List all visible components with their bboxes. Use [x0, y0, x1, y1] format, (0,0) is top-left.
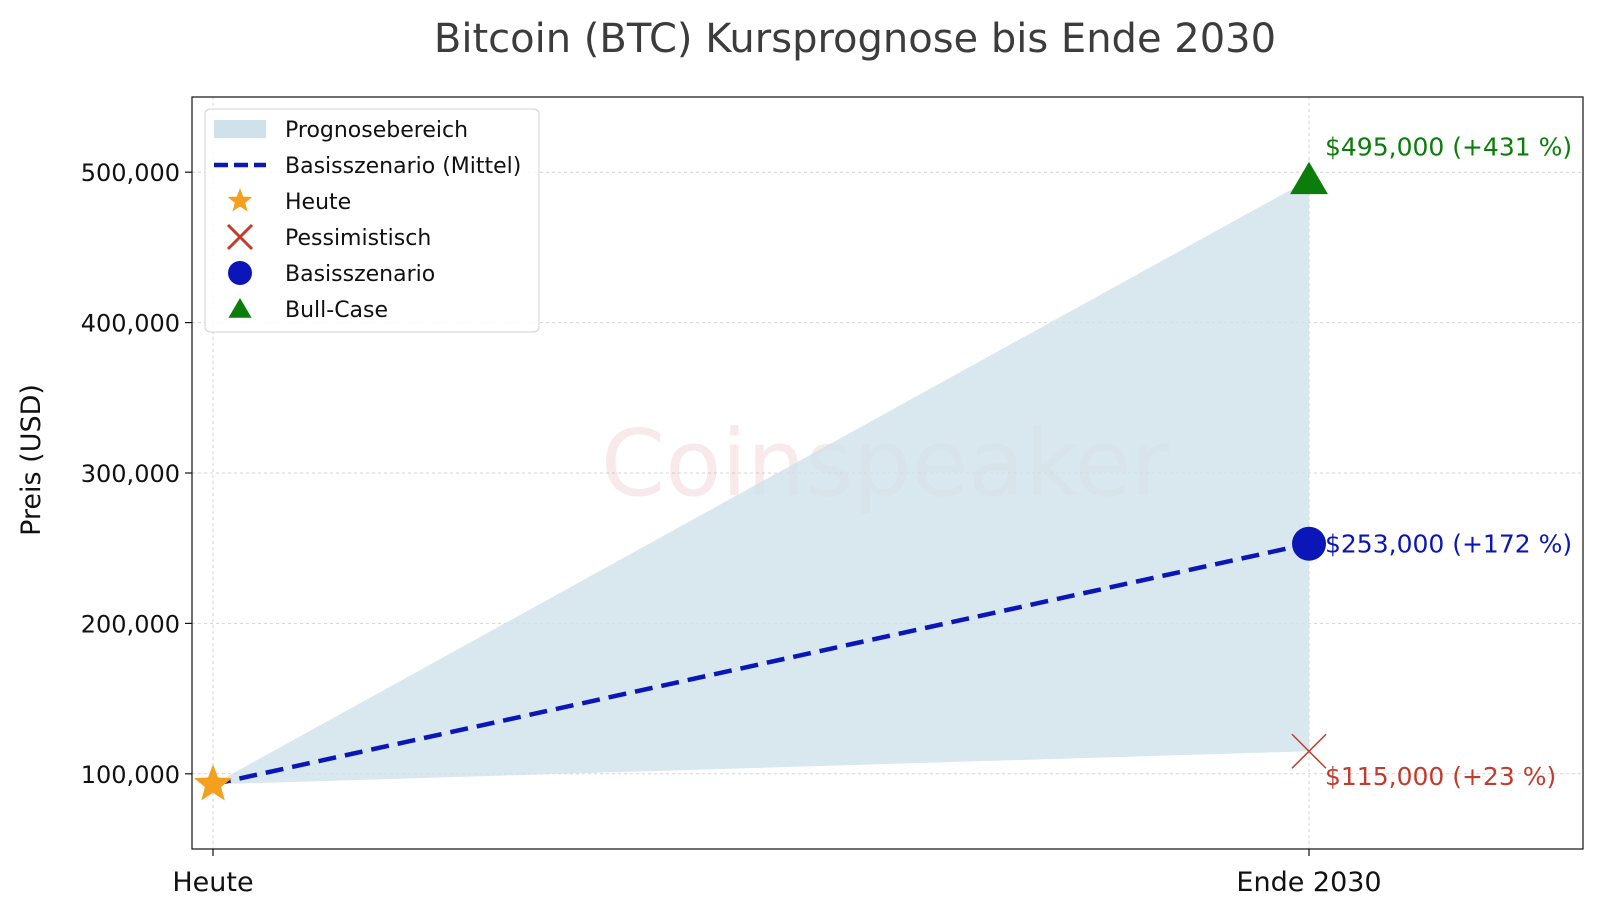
- legend-label: Prognosebereich: [285, 118, 468, 143]
- point-basisszenario-circle: [1292, 526, 1326, 561]
- legend-label: Basisszenario: [285, 262, 435, 287]
- legend-marker-x: [226, 223, 254, 251]
- legend-label: Heute: [285, 190, 351, 215]
- x-tick-label: Heute: [172, 867, 253, 898]
- legend-marker-area: [214, 120, 266, 138]
- legend-marker-circle: [228, 261, 252, 285]
- legend-marker-star: [227, 188, 253, 212]
- x-tick-label: Ende 2030: [1236, 867, 1381, 898]
- data-label-pessimistisch: $115,000 (+23 %): [1325, 762, 1556, 791]
- legend-marker-triangle: [228, 298, 252, 318]
- data-label-bull-case: $495,000 (+431 %): [1325, 133, 1572, 162]
- legend-box: [204, 108, 540, 333]
- point-heute-star: [194, 764, 232, 801]
- point-pessimistisch-x: [1291, 733, 1327, 769]
- legend-label: Bull-Case: [285, 298, 388, 323]
- chart-content: Coinspeaker$115,000 (+23 %)$253,000 (+17…: [81, 96, 1584, 898]
- legend-label: Pessimistisch: [285, 226, 431, 251]
- y-tick-label: 500,000: [81, 159, 180, 187]
- forecast-band-area: [213, 179, 1309, 785]
- chart-legend: Prognosebereich Basisszenario (Mittel) Heu…: [204, 108, 540, 333]
- data-label-basisszenario: $253,000 (+172 %): [1325, 530, 1572, 559]
- series-line-basisszenario-mittel: [212, 541, 1310, 787]
- chart-title: Bitcoin (BTC) Kursprognose bis Ende 2030: [434, 16, 1276, 62]
- y-tick-label: 300,000: [81, 460, 180, 488]
- y-tick-label: 400,000: [81, 310, 180, 338]
- y-tick-label: 100,000: [81, 761, 180, 789]
- y-tick-label: 200,000: [81, 610, 180, 638]
- point-bull-case-triangle: [1290, 161, 1328, 195]
- legend-label: Basisszenario (Mittel): [285, 154, 521, 179]
- y-axis-label: Preis (USD): [16, 384, 47, 536]
